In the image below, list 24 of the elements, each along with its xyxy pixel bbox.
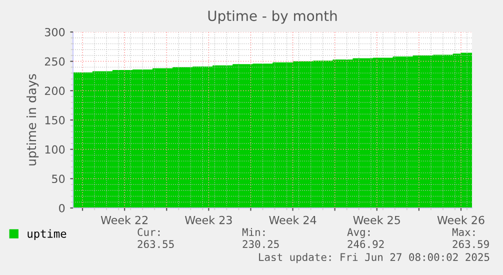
chart-title: Uptime - by month	[208, 10, 337, 24]
y-tick-label: 150	[45, 116, 65, 124]
x-tick-label: Week 23	[184, 216, 232, 224]
y-tick-label: 200	[44, 86, 65, 96]
x-tick-label: Week 22	[100, 216, 148, 224]
legend-label: uptime	[28, 229, 66, 240]
text: Cur:	[138, 228, 160, 236]
text: Max:	[452, 228, 475, 236]
y-tick-label: 50	[52, 174, 65, 184]
text: 263.59	[452, 240, 489, 248]
text: 246.92	[348, 240, 384, 248]
y-tick-label: 250	[44, 57, 65, 66]
x-tick-label: Week 25	[353, 216, 400, 224]
y-tick-label: 100	[45, 145, 65, 154]
text: 230.25	[242, 240, 279, 248]
text: 263.55	[138, 240, 174, 248]
x-tick-label: Week 26	[437, 216, 484, 224]
text: Last update: Fri Jun 27 08:00:02 2025	[259, 252, 490, 264]
x-tick-label: Week 24	[269, 216, 316, 224]
text: Min:	[242, 228, 265, 236]
y-tick-label: 300	[45, 28, 65, 36]
text: Avg:	[347, 228, 370, 238]
y-tick-label: 0	[59, 204, 65, 212]
y-axis-title: uptime in days	[26, 74, 39, 166]
